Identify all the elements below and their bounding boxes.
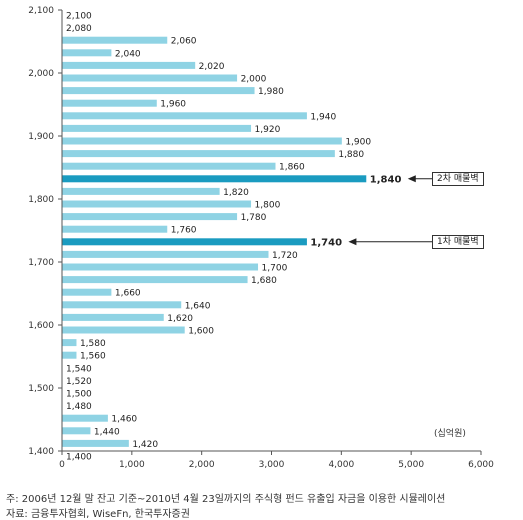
bar: [62, 213, 238, 221]
bar-label: 1,460: [111, 415, 137, 425]
unit-label: (십억원): [434, 429, 466, 439]
y-tick-label: 1,600: [28, 321, 54, 331]
bar: [62, 439, 129, 447]
x-tick-label: 6,000: [468, 460, 494, 470]
x-tick-label: 2,000: [189, 460, 215, 470]
bar: [62, 61, 196, 69]
bar: [62, 124, 252, 132]
bar: [62, 339, 77, 347]
source-note: 자료: 금융투자협회, WiseFn, 한국투자증권: [6, 509, 190, 520]
bar-label: 1,760: [171, 226, 197, 236]
bar: [62, 150, 335, 158]
bar-label: 1,620: [167, 314, 193, 324]
annotation-1st-wall: 1차 매물벽: [432, 234, 484, 249]
bar: [62, 99, 157, 107]
footnote: 주: 2006년 12월 말 잔고 기준~2010년 4월 23일까지의 주식형…: [6, 494, 446, 505]
bar: [62, 313, 164, 321]
bar-label: 1,540: [66, 364, 92, 374]
bar-label: 1,400: [66, 453, 92, 463]
y-tick-label: 1,700: [28, 258, 54, 268]
bar-label: 1,500: [66, 390, 92, 400]
annotation-arrow-head: [348, 238, 357, 246]
bar: [62, 263, 259, 271]
bar-label: 2,060: [171, 37, 197, 47]
bar: [62, 288, 112, 296]
highlight-bar: [62, 175, 367, 183]
bar-label: 2,020: [199, 62, 225, 72]
bar-label: 1,420: [132, 440, 158, 450]
bar: [62, 276, 248, 284]
y-tick-label: 2,100: [28, 6, 54, 16]
bar-label: 2,100: [66, 12, 92, 22]
x-tick-label: 0: [59, 460, 65, 470]
bar: [62, 200, 252, 208]
bar-label: 1,580: [80, 339, 106, 349]
bar: [62, 137, 342, 145]
bar: [62, 225, 168, 233]
bar: [62, 351, 77, 359]
bar-label: 1,980: [258, 87, 284, 97]
bar-label: 1,680: [251, 276, 277, 286]
bar: [62, 87, 255, 95]
bar: [62, 36, 168, 44]
bar: [62, 162, 276, 170]
bar-label: 2,040: [115, 49, 141, 59]
bar: [62, 301, 182, 309]
bar-label: 1,840: [370, 174, 402, 185]
bar-label: 1,560: [80, 352, 106, 362]
bar-label: 1,920: [255, 125, 281, 135]
bar: [62, 187, 220, 195]
x-tick-label: 4,000: [328, 460, 354, 470]
x-tick-label: 3,000: [259, 460, 285, 470]
bar-label: 1,720: [272, 251, 298, 261]
y-tick-label: 1,400: [28, 447, 54, 457]
bar-label: 1,440: [94, 427, 120, 437]
y-tick-label: 1,800: [28, 195, 54, 205]
bar-label: 1,740: [310, 237, 342, 248]
bar-label: 1,780: [241, 213, 267, 223]
y-tick-label: 2,000: [28, 69, 54, 79]
bar-label: 1,820: [223, 188, 249, 198]
y-tick-label: 1,900: [28, 132, 54, 142]
bar-label: 2,000: [241, 75, 267, 85]
bar-label: 1,900: [345, 138, 371, 148]
annotation-arrow-head: [407, 175, 416, 183]
bar: [62, 250, 269, 258]
bar: [62, 49, 112, 57]
bar-label: 1,520: [66, 377, 92, 387]
bar-label: 1,640: [185, 301, 211, 311]
bar-label: 1,880: [338, 150, 364, 160]
bar-label: 1,960: [160, 100, 186, 110]
bar: [62, 414, 108, 422]
x-tick-label: 5,000: [398, 460, 424, 470]
annotation-2nd-wall: 2차 매물벽: [432, 171, 484, 186]
highlight-bar: [62, 238, 307, 246]
bar-label: 1,660: [115, 289, 141, 299]
bar-label: 1,700: [262, 264, 288, 274]
bar-label: 1,940: [310, 112, 336, 122]
bar-label: 1,480: [66, 402, 92, 412]
bar-label: 2,080: [66, 24, 92, 34]
y-tick-label: 1,500: [28, 384, 54, 394]
bar-label: 1,860: [279, 163, 305, 173]
bar: [62, 112, 307, 120]
bar: [62, 326, 185, 334]
bar: [62, 427, 91, 435]
bar-label: 1,600: [188, 327, 214, 337]
bar-label: 1,800: [255, 201, 281, 211]
x-tick-label: 1,000: [119, 460, 145, 470]
bar: [62, 74, 238, 82]
